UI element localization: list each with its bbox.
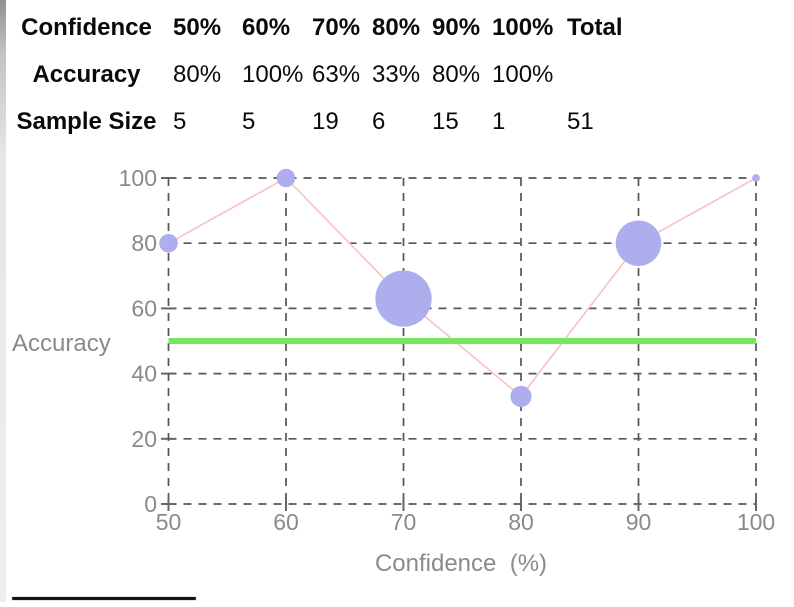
y-tick-label: 0 bbox=[144, 491, 157, 517]
sample-size-cell: 19 bbox=[312, 107, 339, 135]
x-tick-label: 80 bbox=[508, 509, 534, 535]
y-tick-label: 40 bbox=[131, 361, 157, 387]
row-label-accuracy: Accuracy bbox=[32, 60, 141, 88]
y-tick-label: 100 bbox=[119, 165, 157, 191]
accuracy-bubble bbox=[752, 174, 760, 182]
accuracy-cell: 80% bbox=[432, 60, 481, 88]
x-axis-title: Confidence (%) bbox=[375, 550, 547, 577]
accuracy-line bbox=[168, 177, 757, 398]
confidence-cell: 60% bbox=[242, 13, 291, 41]
confidence-cell: 80% bbox=[372, 13, 421, 41]
y-tick-label: 20 bbox=[131, 426, 157, 452]
x-tick-label: 100 bbox=[737, 509, 775, 535]
y-tick-label: 60 bbox=[131, 295, 157, 321]
accuracy-cell: 33% bbox=[372, 60, 421, 88]
y-axis-title: Accuracy bbox=[12, 330, 111, 357]
accuracy-bubble bbox=[276, 168, 296, 188]
y-tick-label: 80 bbox=[131, 230, 157, 256]
sample-size-cell: 6 bbox=[372, 107, 386, 135]
x-tick-label: 60 bbox=[273, 509, 299, 535]
bottom-partial-rule bbox=[12, 597, 196, 600]
tick-label-layer: 0 20 40 60 80 100 50 60 70 80 90 100 bbox=[119, 165, 776, 535]
table-row-confidence: Confidence 50% 60% 70% 80% 90% 100% Tota… bbox=[0, 4, 794, 51]
data-layer bbox=[159, 168, 760, 408]
confidence-cell: 100% bbox=[492, 13, 554, 41]
x-tick-label: 90 bbox=[626, 509, 652, 535]
sample-size-cell: 1 bbox=[492, 107, 506, 135]
table-row-accuracy: Accuracy 80% 100% 63% 33% 80% 100% bbox=[0, 51, 794, 98]
confidence-cell: 50% bbox=[173, 13, 222, 41]
calibration-chart: 0 20 40 60 80 100 50 60 70 80 90 100 Accuracy Confi… bbox=[0, 150, 794, 602]
sample-size-cell: 15 bbox=[432, 107, 459, 135]
table-row-sample-size: Sample Size 5 5 19 6 15 1 51 bbox=[0, 98, 794, 145]
accuracy-cell: 100% bbox=[242, 60, 304, 88]
accuracy-bubble bbox=[159, 233, 178, 253]
total-header-cell: Total bbox=[567, 13, 623, 41]
accuracy-vs-confidence-bubble-chart: 0 20 40 60 80 100 50 60 70 80 90 100 Accuracy Confi… bbox=[12, 165, 776, 577]
sample-size-cell: 5 bbox=[242, 107, 256, 135]
accuracy-bubble bbox=[375, 270, 432, 327]
row-label-confidence: Confidence bbox=[21, 13, 152, 41]
accuracy-bubble bbox=[510, 385, 532, 408]
grid-layer bbox=[161, 177, 757, 511]
sample-size-total-cell: 51 bbox=[567, 107, 594, 135]
sample-size-cell: 5 bbox=[173, 107, 187, 135]
accuracy-cell: 63% bbox=[312, 60, 361, 88]
confidence-cell: 90% bbox=[432, 13, 481, 41]
accuracy-cell: 80% bbox=[173, 60, 222, 88]
row-label-sample-size: Sample Size bbox=[16, 107, 157, 135]
accuracy-bubble bbox=[615, 220, 662, 266]
left-edge-artifact bbox=[0, 0, 6, 602]
confidence-cell: 70% bbox=[312, 13, 361, 41]
x-tick-label: 50 bbox=[156, 509, 182, 535]
x-tick-label: 70 bbox=[391, 509, 417, 535]
confidence-stats-table: Confidence 50% 60% 70% 80% 90% 100% Tota… bbox=[0, 4, 794, 145]
accuracy-cell: 100% bbox=[492, 60, 554, 88]
